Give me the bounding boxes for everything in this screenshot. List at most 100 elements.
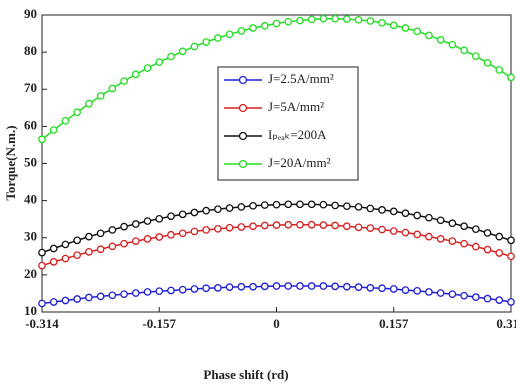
- point: [389, 227, 398, 235]
- point: [190, 227, 199, 236]
- point: [319, 221, 328, 229]
- point: [96, 229, 105, 238]
- point: [272, 200, 281, 209]
- point: [190, 42, 199, 51]
- point: [167, 230, 175, 239]
- point: [401, 286, 410, 294]
- point: [471, 293, 480, 301]
- point: [425, 213, 433, 222]
- point: [131, 220, 140, 228]
- point: [389, 207, 398, 216]
- point: [342, 202, 351, 211]
- point: [284, 220, 293, 229]
- point: [425, 232, 433, 241]
- point: [296, 282, 304, 290]
- point: [237, 282, 246, 291]
- point: [96, 245, 105, 254]
- point: [272, 221, 281, 229]
- point: [401, 24, 410, 32]
- point: [108, 226, 117, 234]
- point: [178, 285, 187, 294]
- point: [471, 52, 480, 61]
- point: [49, 126, 58, 134]
- point: [96, 92, 105, 100]
- point: [214, 205, 222, 214]
- point: [401, 209, 410, 218]
- point: [143, 288, 152, 296]
- point: [96, 292, 105, 301]
- point: [378, 284, 386, 293]
- point: [202, 38, 210, 46]
- point: [507, 236, 515, 245]
- point: [331, 201, 339, 210]
- point: [108, 84, 117, 93]
- point: [284, 17, 293, 26]
- point: [61, 240, 70, 249]
- point: [38, 299, 46, 308]
- point: [85, 248, 93, 256]
- x-tick-label: -0.314: [25, 316, 59, 331]
- point: [483, 59, 492, 67]
- point: [460, 222, 468, 231]
- point: [85, 293, 93, 302]
- x-tick-label: 0: [273, 316, 280, 331]
- y-tick-label: 90: [24, 6, 37, 21]
- point: [155, 58, 164, 66]
- legend-label: J=20A/mm²: [268, 155, 331, 170]
- point: [495, 232, 504, 241]
- y-tick-label: 70: [24, 80, 37, 95]
- point: [342, 15, 351, 23]
- point: [378, 225, 386, 234]
- point: [61, 116, 70, 125]
- point: [296, 16, 304, 25]
- point: [155, 233, 164, 241]
- point: [389, 21, 398, 30]
- point: [49, 244, 58, 253]
- point: [225, 204, 234, 212]
- point: [366, 204, 375, 213]
- point: [307, 220, 316, 229]
- point: [272, 19, 281, 28]
- point: [249, 201, 257, 210]
- point: [143, 235, 152, 243]
- legend-label: J=2.5A/mm²: [268, 71, 334, 86]
- point: [155, 287, 164, 296]
- y-tick-label: 50: [24, 154, 37, 169]
- point: [202, 226, 210, 234]
- point: [143, 217, 152, 225]
- point: [214, 284, 222, 292]
- point: [354, 15, 363, 24]
- point: [460, 291, 468, 300]
- point: [471, 225, 480, 234]
- point: [319, 200, 328, 209]
- point: [284, 200, 293, 209]
- point: [413, 211, 422, 220]
- point: [249, 282, 257, 291]
- point: [260, 221, 269, 230]
- point: [366, 284, 375, 292]
- point: [225, 223, 234, 232]
- point: [331, 282, 339, 291]
- point: [460, 239, 468, 248]
- point: [38, 135, 46, 144]
- point: [471, 242, 480, 251]
- point: [448, 290, 457, 299]
- point: [225, 283, 234, 291]
- point: [296, 200, 304, 209]
- point: [131, 289, 140, 297]
- point: [436, 216, 445, 225]
- point: [120, 222, 128, 231]
- point: [284, 282, 293, 290]
- x-axis-title: Phase shift (rd): [203, 367, 288, 382]
- point: [108, 242, 117, 251]
- point: [401, 228, 410, 237]
- point: [495, 296, 504, 304]
- point: [448, 40, 457, 49]
- point: [143, 64, 152, 72]
- point: [378, 18, 386, 27]
- point: [260, 282, 269, 291]
- point: [73, 251, 82, 260]
- point: [413, 27, 422, 36]
- point: [436, 289, 445, 297]
- point: [342, 222, 351, 231]
